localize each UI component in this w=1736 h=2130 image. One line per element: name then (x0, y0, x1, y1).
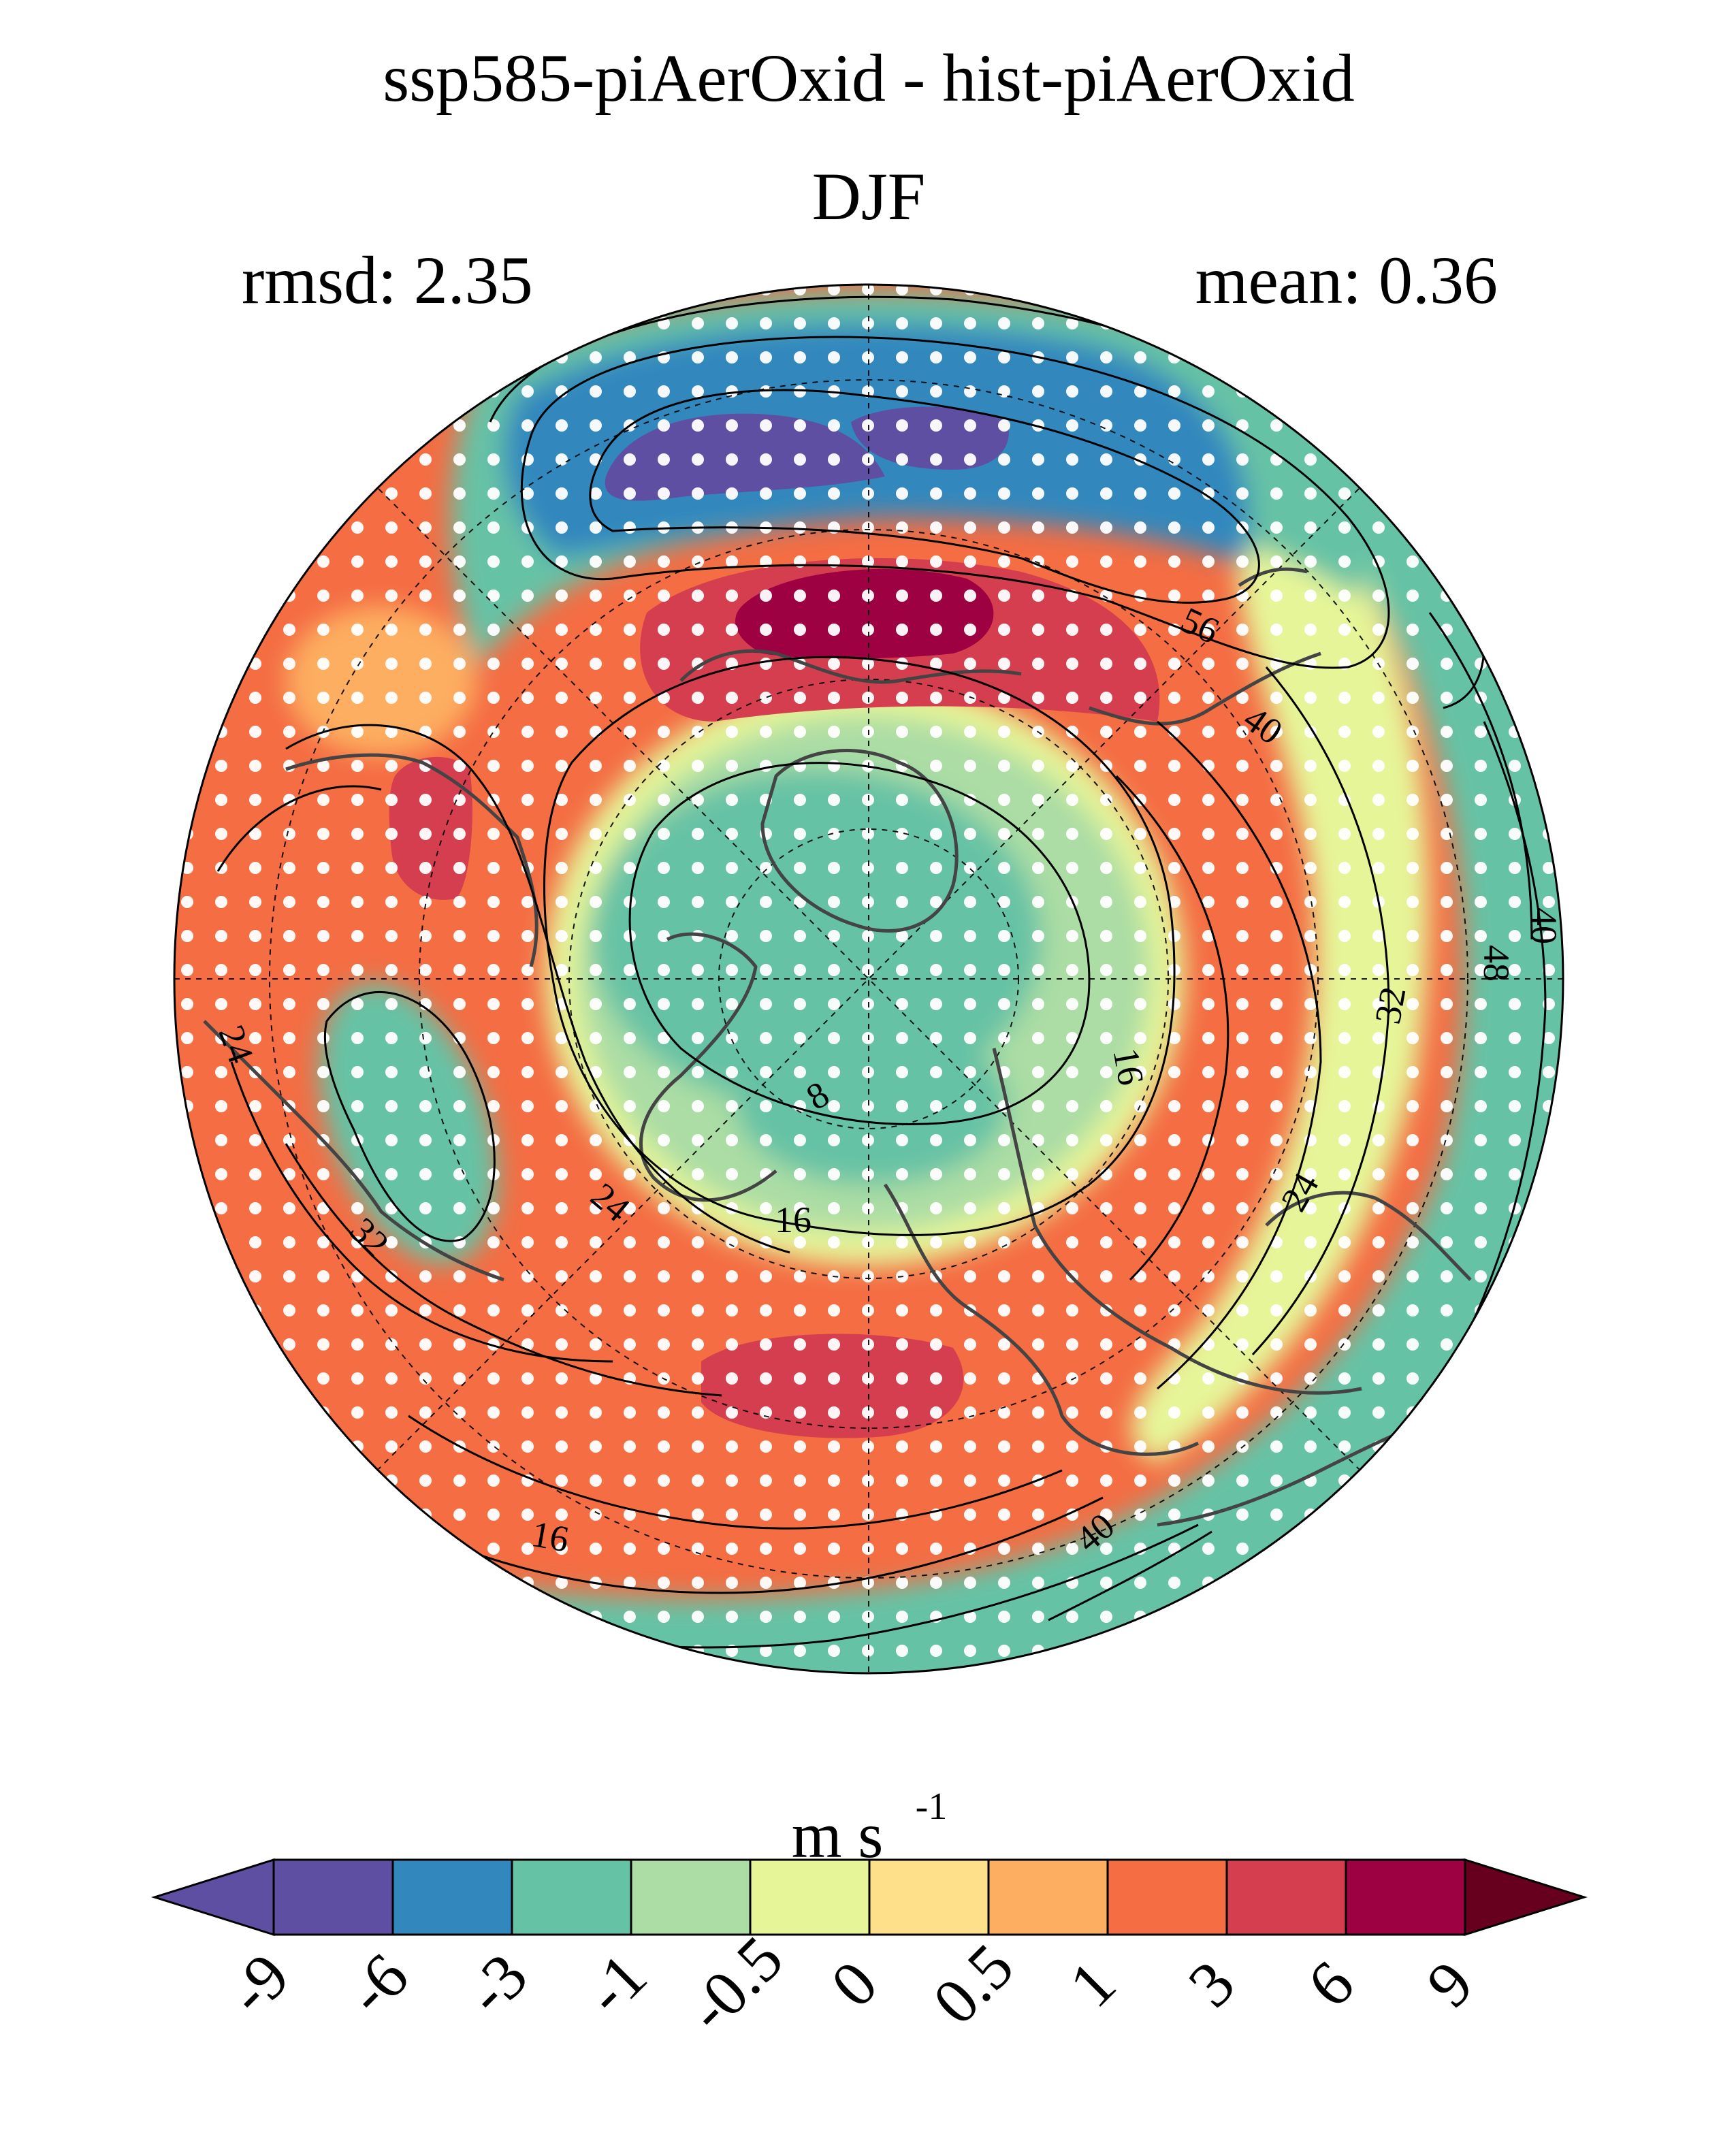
colorbar-tick-labels: -9 -6 -3 -1 -0.5 0 0.5 1 3 6 9 (214, 1922, 1487, 2046)
colorbar-tick-label: -6 (333, 1939, 422, 2029)
colorbar-segment (630, 1858, 752, 1936)
colorbar-tick-label: 0 (817, 1947, 891, 2021)
contour-label: 16 (528, 1513, 572, 1560)
rmsd-label: rmsd: 2.35 (242, 242, 533, 318)
coastlines (203, 567, 1472, 1527)
map-boundary (173, 283, 1564, 1675)
colorbar-segment (749, 1858, 871, 1936)
contour-label: 32 (1367, 984, 1413, 1027)
colorbar (150, 1858, 1588, 1937)
colorbar-tick-label: 9 (1413, 1947, 1487, 2021)
colorbar-segment (391, 1858, 513, 1936)
colorbar-units: m s -1 (792, 1786, 948, 1871)
units-exponent: -1 (916, 1786, 948, 1828)
polar-map (174, 285, 1563, 1673)
colorbar-extend-min (150, 1858, 275, 1937)
colorbar-segment (1225, 1858, 1347, 1936)
contour-label: 40 (1524, 907, 1564, 944)
season-label: DJF (812, 159, 926, 234)
colorbar-segment (987, 1858, 1109, 1936)
colorbar-segment (511, 1858, 632, 1936)
colorbar-segment (868, 1858, 990, 1936)
colorbar-segment (1106, 1858, 1228, 1936)
figure-title: ssp585-piAerOxid - hist-piAerOxid (383, 40, 1355, 116)
contour-label: 16 (1105, 1045, 1151, 1088)
colorbar-tick-label: 0.5 (919, 1930, 1027, 2038)
colorbar-segment (1345, 1858, 1466, 1936)
colorbar-extend-max (1464, 1858, 1588, 1937)
colorbar-tick-label: 6 (1293, 1947, 1368, 2021)
climatology-contours (216, 295, 1547, 1649)
colorbar-tick-label: -0.5 (673, 1922, 797, 2046)
colorbar-segment (272, 1858, 394, 1936)
contour-label: 48 (1476, 945, 1517, 982)
colorbar-tick-label: 1 (1055, 1947, 1129, 2021)
colorbar-tick-label: -1 (571, 1939, 660, 2029)
colorbar-tick-label: 3 (1174, 1947, 1249, 2021)
mean-label: mean: 0.36 (1195, 242, 1498, 318)
contour-label: 16 (775, 1199, 811, 1240)
colorbar-tick-label: -3 (452, 1939, 541, 2029)
colorbar-tick-label: -9 (214, 1939, 303, 2029)
